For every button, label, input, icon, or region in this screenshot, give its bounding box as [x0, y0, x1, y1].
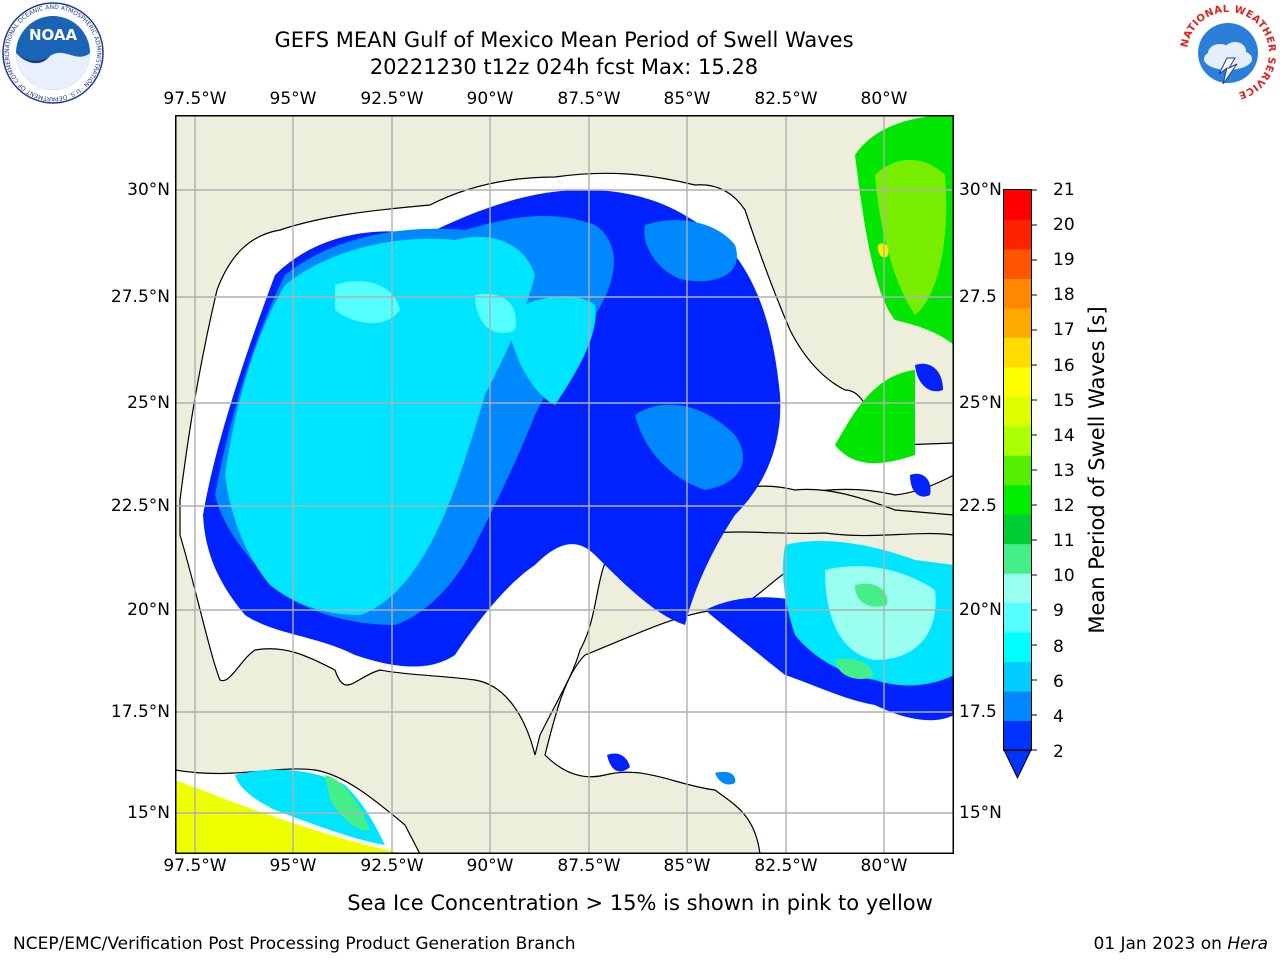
colorbar-ticks: [1031, 189, 1037, 751]
footer-credit: NCEP/EMC/Verification Post Processing Pr…: [13, 934, 576, 954]
lon-label-bottom: 85°W: [663, 856, 711, 876]
colorbar-tick-label: 16: [1053, 356, 1075, 376]
lat-label-left: 20°N: [127, 600, 170, 620]
sea-ice-caption: Sea Ice Concentration > 15% is shown in …: [347, 891, 933, 915]
colorbar-swatch: [1004, 661, 1031, 692]
colorbar-swatch: [1004, 602, 1031, 633]
colorbar-tick-label: 19: [1053, 250, 1075, 270]
lon-label-top: 87.5°W: [557, 89, 621, 109]
lon-label-bottom: 90°W: [466, 856, 514, 876]
lon-label-top: 95°W: [269, 89, 317, 109]
colorbar-tick-label: 13: [1053, 461, 1075, 481]
footer-date-text: 01 Jan 2023 on: [1093, 934, 1228, 954]
lat-label-left: 30°N: [127, 180, 170, 200]
colorbar-swatch: [1004, 425, 1031, 456]
lat-label-right: 30°N: [959, 180, 1002, 200]
lat-label-left: 22.5°N: [110, 496, 170, 516]
lon-label-top: 90°W: [466, 89, 514, 109]
footer-date: 01 Jan 2023 on Hera: [1093, 934, 1268, 954]
colorbar-swatch: [1004, 248, 1031, 279]
colorbar-label: Mean Period of Swell Waves [s]: [1085, 306, 1109, 634]
map-frame: [175, 115, 954, 854]
chart-subtitle: 20221230 t12z 024h fcst Max: 15.28: [369, 55, 759, 79]
lon-label-bottom: 82.5°W: [754, 856, 818, 876]
colorbar-tick-label: 4: [1053, 707, 1064, 727]
colorbar-swatch: [1004, 190, 1031, 220]
colorbar: [1003, 189, 1037, 780]
lon-label-top: 85°W: [663, 89, 711, 109]
lon-label-bottom: 80°W: [860, 856, 908, 876]
noaa-logo: NATIONAL OCEANIC AND ATMOSPHERIC ADMINIS…: [2, 2, 104, 104]
lon-label-bottom: 97.5°W: [163, 856, 227, 876]
noaa-logo-text: NOAA: [29, 26, 78, 44]
nws-logo: NATIONAL WEATHER SERVICE: [1178, 3, 1278, 103]
colorbar-tick-label: 21: [1053, 180, 1075, 200]
lat-label-left: 25°N: [127, 393, 170, 413]
colorbar-swatch: [1004, 278, 1031, 309]
colorbar-tick-label: 8: [1053, 637, 1064, 657]
colorbar-swatch: [1004, 514, 1031, 545]
colorbar-swatch: [1004, 720, 1031, 751]
colorbar-tick-label: 18: [1053, 285, 1075, 305]
chart-title: GEFS MEAN Gulf of Mexico Mean Period of …: [274, 28, 854, 52]
colorbar-swatch: [1004, 396, 1031, 427]
lat-label-right: 22.5: [959, 496, 997, 516]
colorbar-extend-arrow: [1003, 749, 1032, 780]
colorbar-tick-label: 2: [1053, 742, 1064, 762]
colorbar-swatch: [1004, 219, 1031, 250]
colorbar-swatch: [1004, 573, 1031, 604]
colorbar-tick-label: 20: [1053, 215, 1075, 235]
lon-label-top: 82.5°W: [754, 89, 818, 109]
colorbar-swatch: [1004, 543, 1031, 574]
lon-label-top: 92.5°W: [360, 89, 424, 109]
colorbar-swatches: [1003, 190, 1032, 780]
lon-label-bottom: 87.5°W: [557, 856, 621, 876]
lat-label-right: 15°N: [959, 803, 1002, 823]
lat-label-right: 25°N: [959, 393, 1002, 413]
colorbar-tick-label: 11: [1053, 531, 1075, 551]
colorbar-tick-label: 14: [1053, 426, 1075, 446]
lat-label-left: 17.5°N: [110, 702, 170, 722]
colorbar-tick-label: 17: [1053, 320, 1075, 340]
lat-label-right: 27.5: [959, 287, 997, 307]
colorbar-swatch: [1004, 632, 1031, 663]
lat-label-left: 27.5°N: [110, 287, 170, 307]
colorbar-swatch: [1004, 691, 1031, 722]
lat-label-right: 17.5: [959, 702, 997, 722]
lon-label-bottom: 92.5°W: [360, 856, 424, 876]
footer-host: Hera: [1227, 934, 1268, 954]
colorbar-tick-label: 10: [1053, 566, 1075, 586]
colorbar-tick-label: 9: [1053, 601, 1064, 621]
colorbar-swatch: [1004, 484, 1031, 515]
colorbar-swatch: [1004, 307, 1031, 338]
colorbar-tick-label: 15: [1053, 391, 1075, 411]
colorbar-tick-label: 6: [1053, 672, 1064, 692]
graticule: [175, 115, 954, 854]
colorbar-swatch: [1004, 455, 1031, 486]
lon-label-top: 97.5°W: [163, 89, 227, 109]
colorbar-swatch: [1004, 366, 1031, 397]
lon-label-top: 80°W: [860, 89, 908, 109]
colorbar-tick-label: 12: [1053, 496, 1075, 516]
colorbar-swatch: [1004, 337, 1031, 368]
lon-label-bottom: 95°W: [269, 856, 317, 876]
lat-label-right: 20°N: [959, 600, 1002, 620]
gulf-map: [175, 115, 954, 854]
lat-label-left: 15°N: [127, 803, 170, 823]
